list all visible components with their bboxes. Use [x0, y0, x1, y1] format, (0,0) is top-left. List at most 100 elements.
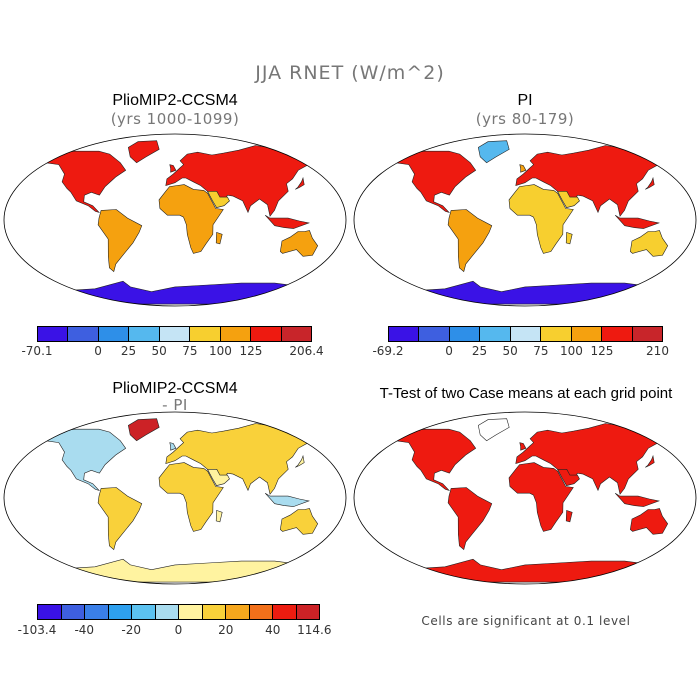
figure-title: JJA RNET (W/m^2): [255, 62, 445, 84]
colorbar-swatch: [98, 327, 130, 341]
landmass-antarctica: [379, 280, 671, 305]
tick-label: -20: [121, 623, 142, 637]
landmass-arabia: [207, 469, 230, 486]
colorbar-swatch: [273, 605, 297, 619]
colorbar-swatch: [61, 605, 85, 619]
landmass-greenland: [127, 140, 160, 164]
landmass-southAmerica: [97, 487, 143, 551]
tick-label: -103.4: [17, 623, 57, 637]
landmass-madagascar: [215, 509, 223, 523]
landmass-southAmerica: [97, 209, 143, 273]
tick-label: -69.2: [372, 344, 404, 358]
map-border: [3, 133, 347, 307]
tick-label: 125: [239, 344, 263, 358]
tick-label: 125: [590, 344, 614, 358]
landmass-africa: [158, 184, 224, 254]
colorbar-swatch: [68, 327, 99, 341]
colorbar-swatch: [296, 605, 319, 619]
landmass-japan: [295, 176, 305, 190]
colorbar-plio-ticks: -70.1 0 25 50 75 100 125 206.4: [21, 344, 323, 360]
map-border: [3, 411, 347, 585]
landmass-northAmerica: [33, 428, 127, 491]
panel-plio-subtitle: (yrs 1000-1099): [110, 110, 240, 128]
colorbar-pi-ticks: -69.2 0 25 50 75 100 125 210: [372, 344, 668, 360]
colorbar-swatch: [155, 605, 179, 619]
landmass-indonesia: [264, 214, 310, 229]
colorbar-diff: [37, 604, 320, 620]
landmass-madagascar: [565, 231, 573, 245]
tick-label: 0: [445, 344, 453, 358]
colorbar-pi: [388, 326, 663, 342]
tick-label: 206.4: [289, 344, 324, 358]
landmass-australia: [629, 508, 669, 535]
map-ttest: [353, 411, 697, 585]
landmass-australia: [629, 230, 669, 257]
landmass-arabia: [557, 191, 580, 208]
landmass-africa: [508, 462, 574, 532]
panel-pi-title: PI: [517, 92, 533, 109]
colorbar-swatch: [281, 327, 311, 341]
landmass-southAmerica: [447, 487, 493, 551]
landmass-japan: [645, 454, 655, 468]
landmass-antarctica: [29, 558, 321, 583]
tick-label: -40: [74, 623, 95, 637]
tick-label: 20: [218, 623, 234, 637]
panel-diff-subtitle: - PI: [162, 396, 188, 414]
colorbar-swatch: [38, 605, 62, 619]
colorbar-swatch: [226, 605, 250, 619]
colorbar-swatch: [480, 327, 511, 341]
landmass-australia: [279, 508, 319, 535]
colorbar-swatch: [510, 327, 542, 341]
map-pi: [353, 133, 697, 307]
landmass-madagascar: [215, 231, 223, 245]
colorbar-swatch: [38, 327, 69, 341]
map-plio: [3, 133, 347, 307]
colorbar-swatch: [132, 605, 156, 619]
panel-ttest-title: T-Test of two Case means at each grid po…: [379, 385, 673, 402]
tick-label: 25: [471, 344, 488, 358]
landmass-uk: [519, 442, 527, 451]
landmass-arabia: [207, 191, 230, 208]
colorbar-diff-ticks: -103.4 -40 -20 0 20 40 114.6: [18, 623, 332, 639]
panel-diff-title: PlioMIP2-CCSM4: [112, 380, 238, 397]
tick-label: 75: [533, 344, 549, 358]
tick-label: 210: [646, 344, 669, 358]
map-border: [353, 411, 697, 585]
colorbar-swatch: [220, 327, 252, 341]
landmass-africa: [158, 462, 224, 532]
colorbar-swatch: [419, 327, 450, 341]
tick-label: 0: [94, 344, 102, 358]
tick-label: 114.6: [297, 623, 332, 637]
map-diff: [3, 411, 347, 585]
colorbar-plio: [37, 326, 312, 342]
colorbar-swatch: [541, 327, 572, 341]
landmass-uk: [519, 164, 527, 173]
tick-label: -70.1: [21, 344, 53, 358]
landmass-indonesia: [614, 214, 660, 229]
tick-label: 40: [265, 623, 281, 637]
landmass-japan: [295, 454, 305, 468]
significance-note: Cells are significant at 0.1 level: [421, 614, 631, 628]
landmass-southAmerica: [447, 209, 493, 273]
landmass-northAmerica: [383, 428, 477, 491]
landmass-australia: [279, 230, 319, 257]
landmass-greenland: [127, 418, 160, 442]
landmass-indonesia: [264, 492, 310, 507]
map-border: [353, 133, 697, 307]
colorbar-swatch: [202, 605, 226, 619]
colorbar-swatch: [85, 605, 109, 619]
colorbar-swatch: [179, 605, 203, 619]
landmass-madagascar: [565, 509, 573, 523]
panel-pi-subtitle: (yrs 80-179): [475, 110, 575, 128]
colorbar-swatch: [190, 327, 221, 341]
landmass-antarctica: [379, 558, 671, 583]
panel-plio-title: PlioMIP2-CCSM4: [112, 92, 238, 109]
tick-label: 50: [151, 344, 167, 358]
landmass-uk: [169, 442, 177, 451]
tick-label: 50: [502, 344, 518, 358]
colorbar-swatch: [249, 605, 273, 619]
tick-label: 75: [182, 344, 198, 358]
landmass-indonesia: [614, 492, 660, 507]
colorbar-swatch: [389, 327, 420, 341]
landmass-uk: [169, 164, 177, 173]
